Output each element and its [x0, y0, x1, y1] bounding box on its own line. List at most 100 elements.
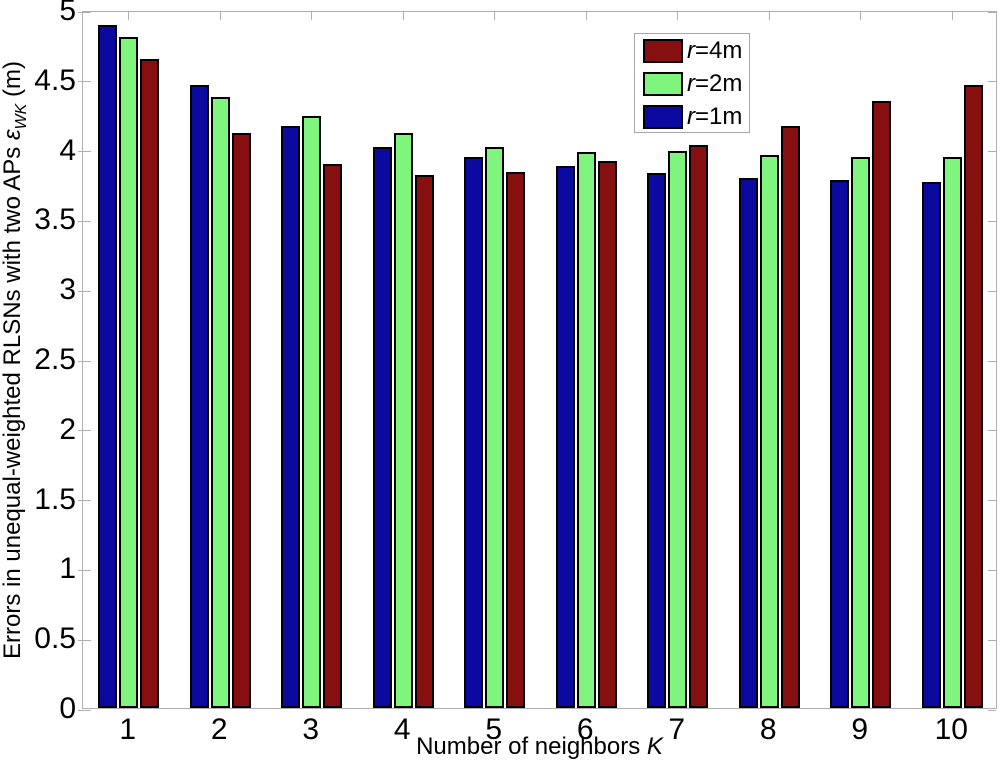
y-tick-left: [78, 81, 91, 83]
y-tick-left: [78, 290, 91, 292]
y-tick-label: 2: [59, 412, 76, 446]
x-tick-top: [402, 12, 404, 20]
bar-r2m-k4: [393, 132, 413, 708]
legend-label-variable: r: [687, 103, 695, 130]
x-tick-top: [860, 12, 862, 20]
bar-r2m-k6: [576, 152, 596, 708]
bar-r2m-k2: [210, 96, 230, 708]
y-tick-label: 0.5: [34, 622, 76, 656]
bar-r2m-k5: [485, 146, 505, 708]
legend: r=4m r=2m r=1m: [634, 33, 750, 133]
legend-label: r=2m: [687, 68, 742, 100]
y-tick-left: [78, 500, 91, 502]
bar-r4m-k2: [231, 132, 251, 708]
bar-r2m-k1: [119, 36, 139, 708]
legend-label-variable: r: [687, 37, 695, 64]
bar-r4m-k7: [689, 145, 709, 708]
legend-label-value: =2m: [695, 70, 743, 97]
x-tick-top: [951, 12, 953, 20]
x-tick-label: 2: [210, 713, 228, 746]
y-tick-label: 3.5: [34, 203, 76, 237]
bar-r1m-k5: [464, 156, 484, 708]
y-tick-label: 3: [59, 273, 76, 307]
y-tick-right: [988, 81, 996, 83]
y-tick-right: [988, 290, 996, 292]
x-tick-label: 9: [851, 713, 869, 746]
plot-area: [78, 11, 997, 711]
bar-r4m-k8: [780, 125, 800, 708]
bar-r1m-k10: [921, 181, 941, 708]
x-axis-title-variable: K: [646, 733, 663, 760]
y-tick-label: 1: [59, 552, 76, 586]
y-tick-label: 2.5: [34, 343, 76, 376]
y-tick-label: 4: [59, 133, 76, 167]
bar-r1m-k7: [647, 173, 667, 708]
legend-item-r2m: r=2m: [635, 68, 749, 100]
bar-r1m-k8: [738, 177, 758, 708]
y-tick-right: [988, 360, 996, 362]
y-tick-right: [988, 639, 996, 641]
x-tick-top: [677, 12, 679, 20]
bar-r1m-k9: [830, 180, 850, 708]
y-tick-right: [988, 709, 996, 711]
bar-r2m-k9: [851, 156, 871, 708]
bar-r2m-k8: [759, 155, 779, 708]
x-tick-top: [311, 12, 313, 20]
y-tick-label: 0: [59, 692, 76, 725]
legend-label: r=4m: [687, 35, 742, 67]
y-tick-right: [988, 500, 996, 502]
y-tick-right: [988, 220, 996, 222]
legend-item-r4m: r=4m: [635, 35, 749, 67]
x-tick-label: 1: [119, 713, 137, 746]
y-tick-label: 5: [59, 0, 76, 27]
legend-label: r=1m: [687, 101, 742, 133]
legend-label-value: =4m: [695, 37, 743, 64]
legend-swatch-r1m: [643, 105, 683, 129]
bar-r4m-k5: [506, 171, 526, 708]
x-tick-label: 7: [668, 713, 686, 746]
x-tick-top: [585, 12, 587, 20]
bar-r4m-k4: [414, 174, 434, 708]
x-tick-top: [494, 12, 496, 20]
legend-swatch-r4m: [643, 39, 683, 63]
bar-r2m-k7: [668, 151, 688, 708]
bar-r4m-k10: [963, 85, 983, 708]
y-tick-left: [78, 709, 91, 711]
legend-item-r1m: r=1m: [635, 101, 749, 133]
y-tick-right: [988, 569, 996, 571]
bar-r4m-k6: [597, 160, 617, 708]
y-tick-left: [78, 430, 91, 432]
y-tick-label: 4.5: [34, 63, 76, 97]
x-tick-top: [768, 12, 770, 20]
legend-swatch-r2m: [643, 72, 683, 96]
y-axis-subscript: WK: [13, 103, 30, 130]
bar-r4m-k9: [872, 100, 892, 708]
legend-label-value: =1m: [695, 103, 743, 130]
x-tick-label: 3: [302, 713, 320, 746]
bar-r2m-k3: [302, 116, 322, 708]
bar-r1m-k1: [98, 25, 118, 708]
x-tick-label: 8: [759, 713, 777, 746]
y-tick-right: [988, 151, 996, 153]
x-tick-label: 6: [576, 713, 594, 746]
x-tick-label: 4: [393, 713, 411, 746]
y-tick-left: [78, 220, 91, 222]
y-tick-left: [78, 360, 91, 362]
bar-r1m-k6: [555, 166, 575, 708]
x-tick-label: 5: [485, 713, 503, 746]
y-tick-right: [988, 430, 996, 432]
y-tick-label: 1.5: [34, 482, 76, 516]
y-tick-left: [78, 639, 91, 641]
y-tick-left: [78, 569, 91, 571]
bar-r2m-k10: [942, 156, 962, 708]
x-tick-top: [128, 12, 130, 20]
x-tick-top: [219, 12, 221, 20]
y-tick-left: [78, 151, 91, 153]
bar-r4m-k1: [140, 58, 160, 708]
x-axis-title: Number of neighbors K: [82, 733, 997, 761]
bar-r1m-k3: [281, 125, 301, 708]
legend-label-variable: r: [687, 70, 695, 97]
y-tick-left: [78, 11, 91, 13]
x-tick-label: 10: [934, 713, 968, 746]
